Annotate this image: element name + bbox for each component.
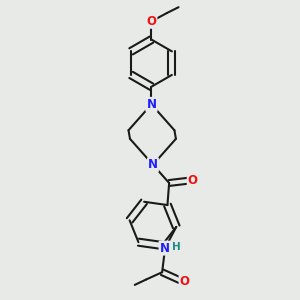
Text: N: N: [160, 242, 170, 255]
Text: N: N: [146, 98, 157, 111]
Text: O: O: [179, 275, 190, 288]
Text: N: N: [148, 158, 158, 171]
Text: H: H: [172, 242, 181, 252]
Text: O: O: [188, 174, 198, 187]
Text: N: N: [146, 98, 157, 111]
Text: O: O: [146, 15, 157, 28]
